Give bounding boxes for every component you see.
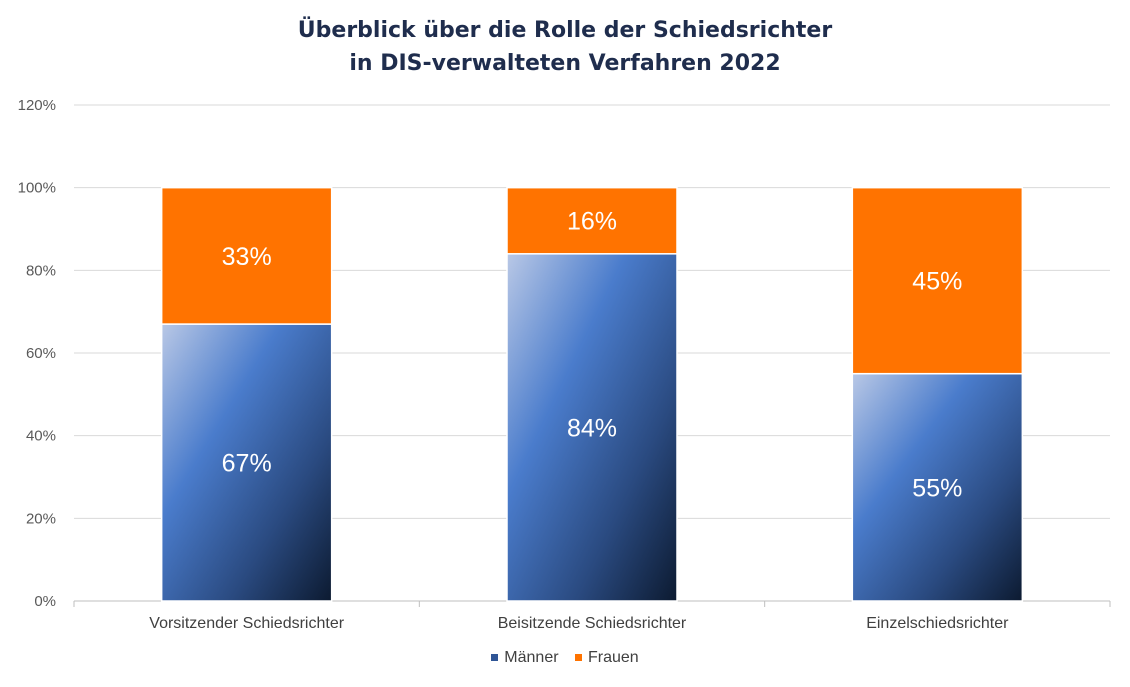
bar-segment-frauen — [160, 186, 333, 325]
bar-segment-maenner — [851, 372, 1024, 602]
legend-label-maenner: Männer — [504, 648, 559, 666]
legend-item-frauen: Frauen — [575, 649, 639, 667]
bar-segment-frauen — [851, 186, 1024, 375]
legend: Männer Frauen — [0, 648, 1130, 667]
data-label: 33% — [222, 243, 272, 271]
y-tick-label: 80% — [26, 262, 56, 279]
y-tick-label: 120% — [18, 97, 56, 114]
legend-item-maenner: Männer — [491, 648, 559, 667]
legend-label-frauen: Frauen — [588, 648, 639, 666]
legend-swatch-maenner — [491, 654, 499, 661]
y-tick-label: 0% — [34, 593, 56, 610]
bar-segment-maenner — [506, 253, 678, 602]
y-tick-label: 60% — [26, 345, 56, 362]
x-category-label: Beisitzende Schiedsrichter — [498, 615, 687, 632]
x-category-label: Einzelschiedsrichter — [866, 615, 1009, 632]
legend-swatch-frauen — [575, 654, 582, 661]
y-tick-label: 40% — [26, 428, 56, 445]
chart-title-line-1: Überblick über die Rolle der Schiedsrich… — [297, 18, 833, 43]
chart-title-line-2: in DIS-verwalteten Verfahren 2022 — [349, 51, 781, 76]
data-label: 55% — [912, 474, 962, 502]
y-tick-label: 20% — [26, 510, 56, 527]
data-label: 67% — [222, 450, 272, 478]
x-category-label: Vorsitzender Schiedsrichter — [149, 615, 344, 632]
data-label: 45% — [912, 268, 962, 296]
chart-title: Überblick über die Rolle der Schiedsrich… — [0, 14, 1130, 80]
data-label: 84% — [567, 414, 617, 442]
data-label: 16% — [567, 208, 617, 236]
bar-segment-maenner — [160, 323, 333, 602]
bar-segment-frauen — [506, 186, 678, 255]
y-tick-label: 100% — [18, 180, 56, 197]
